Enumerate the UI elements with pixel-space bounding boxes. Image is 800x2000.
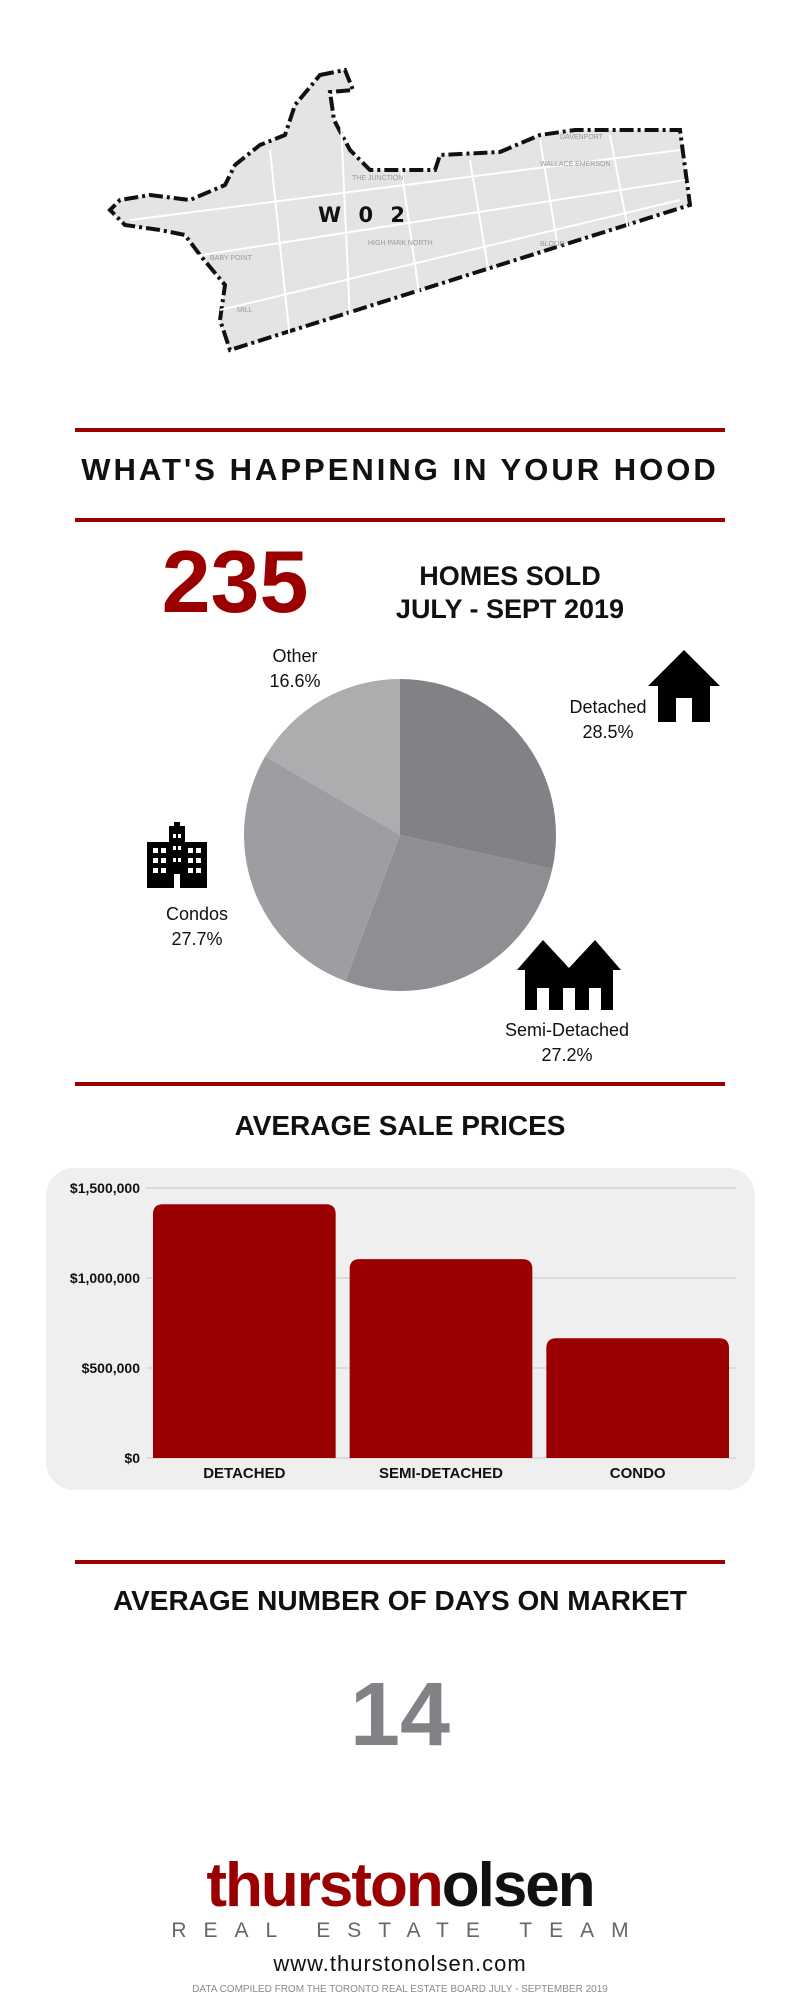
homes-sold-period: JULY - SEPT 2019 — [395, 594, 625, 624]
semi-detached-house-icon — [517, 940, 621, 1010]
map-label: HIGH PARK NORTH — [368, 240, 433, 247]
homes-sold-label: HOMES SOLD JULY - SEPT 2019 — [360, 560, 660, 626]
x-tick-label: CONDO — [610, 1465, 666, 1482]
house-icon — [648, 650, 720, 722]
logo-tagline: REAL ESTATE TEAM — [171, 1919, 646, 1942]
map-label: BLOOR — [540, 241, 565, 248]
pie-label-detached-pct: 28.5% — [582, 722, 634, 742]
map-label: THE JUNCTION — [352, 175, 403, 182]
district-label: W 0 2 — [318, 203, 410, 227]
homes-sold-count: 235 — [161, 532, 309, 631]
y-tick-label: $1,500,000 — [70, 1180, 140, 1196]
y-tick-label: $1,000,000 — [70, 1270, 140, 1286]
pie-label-condos-name: Condos — [165, 904, 229, 924]
bar-detached — [153, 1204, 336, 1458]
pie-slice-other — [265, 679, 400, 835]
days-on-market-title: AVERAGE NUMBER OF DAYS ON MARKET — [112, 1585, 688, 1616]
bar-semi-detached — [349, 1259, 533, 1458]
district-boundary — [107, 67, 693, 353]
days-on-market-value: 14 — [349, 1665, 451, 1765]
avg-price-title: AVERAGE SALE PRICES — [234, 1110, 566, 1141]
x-tick-label: SEMI-DETACHED — [379, 1465, 503, 1482]
map-graphic: THE JUNCTION HIGH PARK NORTH BABY POINT … — [107, 67, 693, 353]
homes-sold-label-line1: HOMES SOLD — [419, 561, 601, 591]
logo-wordmark: thurstonolsen — [0, 1855, 800, 1917]
pie-slice-detached — [400, 679, 556, 870]
map-label: DAVENPORT — [560, 134, 604, 141]
website-link[interactable]: www.thurstonolsen.com — [273, 1951, 527, 1976]
pie-label-condos: Condos 27.7% — [147, 902, 247, 952]
pie-label-other-pct: 16.6% — [269, 671, 321, 691]
divider-pie-bottom — [75, 1082, 725, 1086]
pie-slice-condos — [243, 756, 400, 982]
pie-label-semi-pct: 27.2% — [541, 1045, 593, 1065]
bar-condo — [546, 1338, 729, 1458]
y-tick-label: $500,000 — [82, 1360, 141, 1376]
pie-label-detached: Detached 28.5% — [558, 695, 658, 745]
page-headline: WHAT'S HAPPENING IN YOUR HOOD — [81, 452, 719, 487]
divider-headline-bottom — [75, 518, 725, 522]
pie-label-semi-name: Semi-Detached — [504, 1020, 630, 1040]
logo-part-olsen: olsen — [441, 1851, 596, 1920]
y-tick-label: $0 — [124, 1450, 140, 1466]
pie-label-detached-name: Detached — [569, 697, 647, 717]
map-label: WALLACE EMERSON — [540, 161, 611, 168]
pie-label-other-name: Other — [272, 646, 318, 666]
divider-dom-top — [75, 1560, 725, 1564]
price-chart-panel: $0 $500,000 $1,000,000 $1,500,000 DETACHED S… — [46, 1168, 755, 1490]
neighbourhood-map: THE JUNCTION HIGH PARK NORTH BABY POINT … — [90, 60, 710, 360]
home-type-pie-chart — [243, 679, 556, 991]
pie-label-other: Other 16.6% — [255, 644, 335, 694]
avg-price-bar-chart: $0 $500,000 $1,000,000 $1,500,000 DETACHED S… — [70, 1180, 736, 1482]
divider-top — [75, 428, 725, 432]
pie-label-condos-pct: 27.7% — [171, 929, 223, 949]
map-label: BABY POINT — [210, 255, 253, 262]
brand-logo: thurstonolsen REAL ESTATE TEAM — [0, 1855, 800, 1943]
pie-label-semi-detached: Semi-Detached 27.2% — [487, 1018, 647, 1068]
pie-slice-semi-detached — [345, 835, 553, 991]
x-tick-label: DETACHED — [203, 1465, 285, 1482]
condo-building-icon — [147, 822, 207, 888]
logo-part-thurston: thurston — [206, 1851, 443, 1920]
data-source-note: DATA COMPILED FROM THE TORONTO REAL ESTA… — [192, 1984, 608, 1995]
map-streets — [129, 99, 686, 341]
map-label: MILL — [237, 307, 253, 314]
